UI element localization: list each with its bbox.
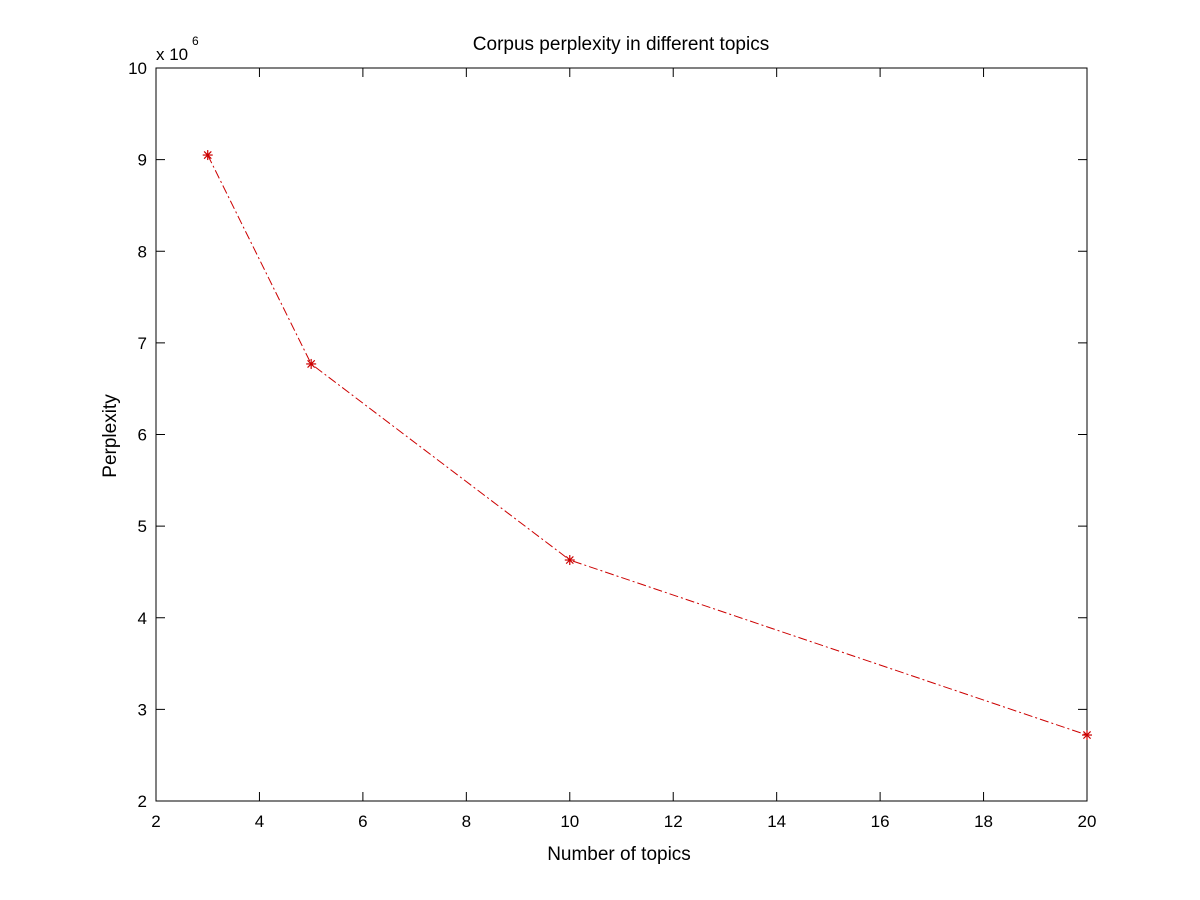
- y-tick-label: 3: [138, 700, 147, 719]
- x-axis-label: Number of topics: [547, 844, 691, 865]
- y-tick-label: 10: [128, 59, 147, 78]
- x-tick-label: 2: [151, 812, 160, 831]
- x-tick-label: 4: [255, 812, 264, 831]
- x-tick-label: 8: [462, 812, 471, 831]
- x-tick-label: 14: [767, 812, 786, 831]
- y-axis-multiplier: x 10: [156, 45, 188, 64]
- data-point-marker: [1082, 730, 1092, 741]
- plot-area: [155, 67, 1088, 802]
- y-axis-multiplier-exponent: 6: [192, 34, 199, 48]
- x-tick-label: 10: [560, 812, 579, 831]
- data-series: [202, 150, 1092, 741]
- y-axis-label: Perplexity: [100, 394, 121, 478]
- axis-ticks: 2 4 6 8 10 12 14 16 18 20 2 3 4 5 6 7 8 9 10: [128, 59, 1096, 831]
- data-point-marker: [306, 358, 317, 369]
- x-tick-label: 6: [358, 812, 367, 831]
- series-line: [207, 154, 1088, 736]
- y-tick-label: 5: [138, 517, 147, 536]
- y-tick-label: 7: [138, 334, 147, 353]
- y-tick-label: 2: [138, 792, 147, 811]
- y-tick-label: 4: [138, 609, 147, 628]
- data-point-marker: [564, 555, 575, 566]
- y-tick-label: 6: [138, 426, 147, 445]
- x-tick-label: 12: [664, 812, 683, 831]
- data-point-marker: [202, 150, 213, 161]
- chart-title: Corpus perplexity in different topics: [473, 34, 769, 55]
- y-tick-label: 9: [138, 151, 147, 170]
- x-tick-label: 20: [1078, 812, 1097, 831]
- y-tick-label: 8: [138, 242, 147, 261]
- x-tick-label: 16: [871, 812, 890, 831]
- x-tick-label: 18: [974, 812, 993, 831]
